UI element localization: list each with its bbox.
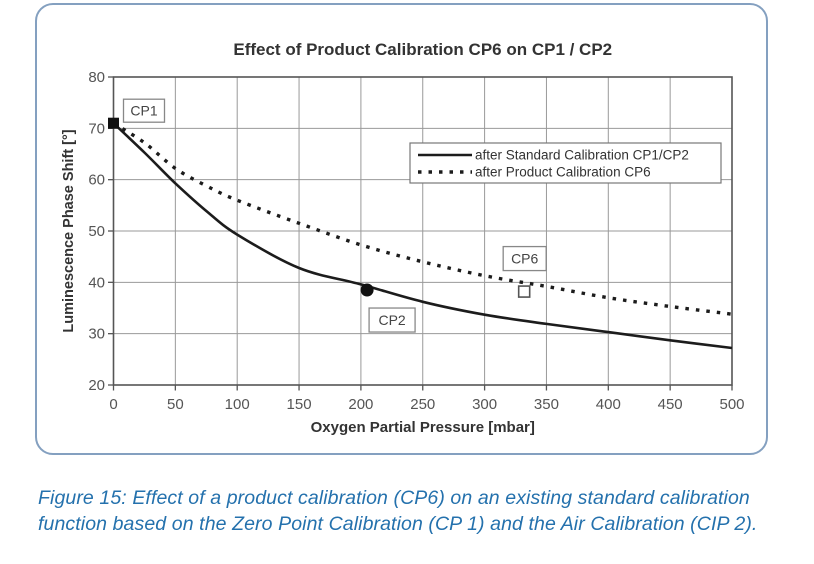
figure-caption-line-1: Figure 15: Effect of a product calibrati… xyxy=(38,487,750,509)
y-axis-title: Luminescence Phase Shift [°] xyxy=(61,129,77,332)
x-tick-label: 500 xyxy=(719,396,744,413)
figure-caption-line-2: function based on the Zero Point Calibra… xyxy=(38,512,758,535)
x-tick-label: 450 xyxy=(658,396,683,413)
y-tick-label: 20 xyxy=(88,377,105,394)
y-tick-label: 30 xyxy=(88,326,105,343)
marker-label-box-cp1 xyxy=(122,98,166,123)
y-tick-label: 40 xyxy=(88,274,105,291)
marker-label-cp2: CP2 xyxy=(378,312,405,328)
calibration-chart: 0 50 100 150 200 250 300 350 400 450 500 20 30 40 50 60… xyxy=(61,40,745,436)
x-tick-label: 0 xyxy=(109,396,117,413)
x-tick-label: 400 xyxy=(596,396,621,413)
y-tick-label: 60 xyxy=(88,172,105,189)
legend-entry: after Product Calibration CP6 xyxy=(475,165,651,180)
x-tick-label: 100 xyxy=(225,396,250,413)
y-tick-label: 50 xyxy=(88,223,105,240)
legend-entry: after Standard Calibration CP1/CP2 xyxy=(475,148,689,163)
y-tick-label: 80 xyxy=(88,69,105,86)
chart-title: Effect of Product Calibration CP6 on CP1… xyxy=(233,40,612,59)
marker-label-box-cp6 xyxy=(502,245,547,272)
x-axis-title: Oxygen Partial Pressure [mbar] xyxy=(311,419,535,436)
marker-cp1 xyxy=(108,117,119,129)
chart-panel: 0 50 100 150 200 250 300 350 400 450 500 20 30 40 50 60… xyxy=(35,3,768,455)
marker-cp2 xyxy=(360,283,374,297)
x-tick-label: 150 xyxy=(287,396,312,413)
x-tick-label: 200 xyxy=(348,396,373,413)
marker-cp6 xyxy=(517,285,531,298)
figure-caption: Figure 15: Effect of a product calibrati… xyxy=(38,486,788,537)
x-tick-label: 50 xyxy=(167,396,184,413)
x-tick-label: 250 xyxy=(410,396,435,413)
series-dotted xyxy=(112,121,733,316)
marker-label-cp1: CP1 xyxy=(130,103,157,119)
marker-label-cp6: CP6 xyxy=(511,251,538,267)
marker-label-box-cp2 xyxy=(368,307,416,333)
series-solid xyxy=(112,122,733,350)
x-tick-label: 350 xyxy=(534,396,559,413)
legend-box xyxy=(409,142,722,184)
x-tick-label: 300 xyxy=(472,396,497,413)
y-tick-label: 70 xyxy=(88,120,105,137)
